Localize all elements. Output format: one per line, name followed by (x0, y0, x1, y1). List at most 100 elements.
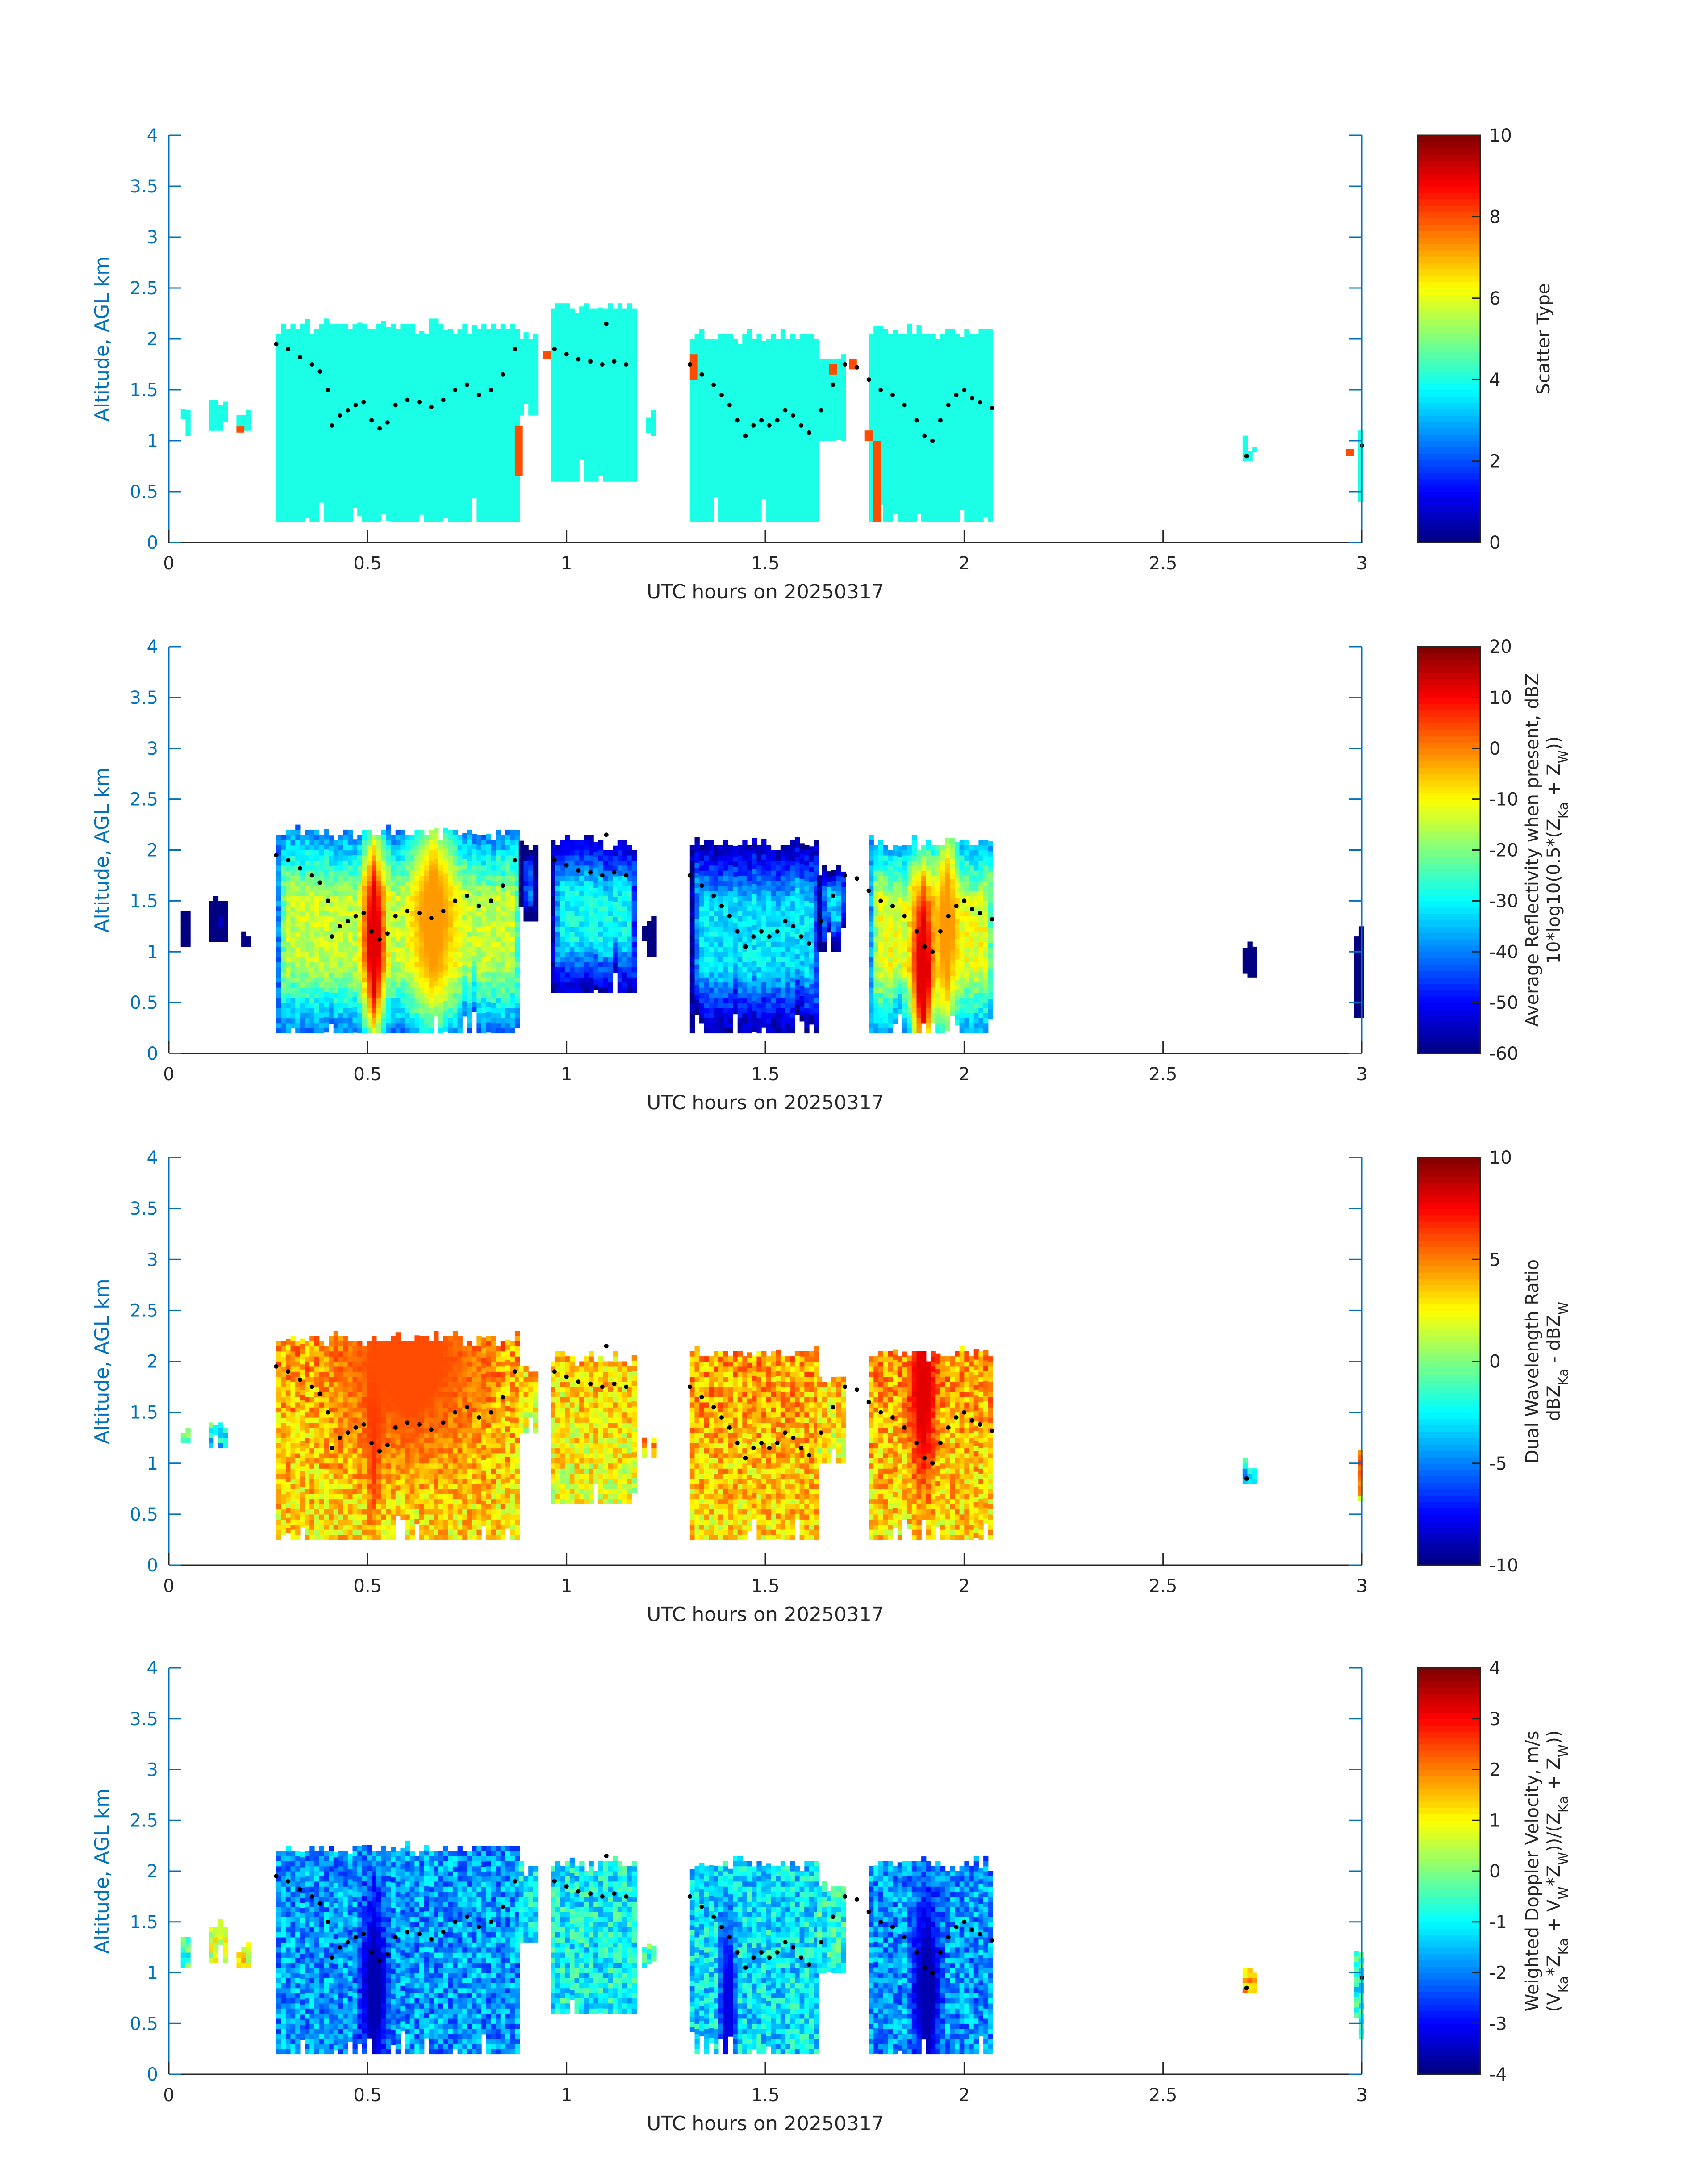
echo-cell (560, 329, 565, 334)
echo-cell (955, 492, 960, 497)
echo-cell (817, 369, 823, 375)
echo-cell (613, 380, 618, 385)
echo-cell (391, 492, 396, 497)
echo-cell (926, 380, 931, 385)
echo-cell (438, 435, 444, 441)
echo-cell (988, 384, 994, 390)
echo-cell (523, 383, 529, 389)
echo-cell (434, 323, 439, 329)
echo-cell (841, 390, 846, 395)
echo-cell (518, 344, 524, 350)
echo-cell (180, 941, 186, 947)
echo-cell (533, 369, 539, 375)
echo-cell (314, 451, 320, 456)
echo-cell (752, 395, 757, 401)
echo-cell (476, 451, 482, 456)
echo-cell (883, 466, 888, 472)
echo-cell (613, 410, 618, 416)
echo-cell (709, 492, 714, 497)
echo-cell (761, 483, 767, 489)
echo-cell (329, 486, 334, 492)
echo-cell (771, 349, 776, 355)
echo-cell (742, 476, 748, 482)
echo-cell (338, 446, 343, 451)
echo-cell (338, 471, 343, 477)
echo-cell (593, 405, 599, 411)
cloud-top-dot (369, 418, 374, 423)
echo-cell (400, 446, 405, 451)
echo-cell (841, 369, 846, 375)
echo-cell (381, 372, 386, 377)
echo-cell (281, 501, 286, 507)
colorbar-band (1418, 192, 1480, 200)
echo-cell (737, 517, 743, 522)
echo-cell (491, 339, 496, 344)
echo-cell (694, 410, 700, 416)
echo-cell (457, 354, 463, 360)
echo-cell (983, 369, 989, 375)
echo-cell (476, 354, 482, 360)
echo-cell (409, 354, 415, 360)
echo-cell (897, 400, 902, 405)
echo-cell (584, 395, 589, 401)
echo-cell (223, 906, 228, 911)
echo-cell (869, 461, 874, 467)
echo-cell (704, 420, 710, 426)
cloud-top-dot (759, 418, 764, 423)
echo-cell (381, 402, 386, 408)
echo-cell (718, 384, 724, 390)
echo-cell (276, 952, 281, 957)
echo-cell (329, 471, 334, 477)
echo-cell (551, 435, 556, 441)
echo-cell (560, 466, 565, 472)
echo-cell (988, 420, 994, 426)
echo-cell (955, 471, 960, 477)
echo-cell (598, 318, 604, 323)
echo-cell (500, 435, 506, 441)
echo-cell (462, 441, 468, 446)
echo-cell (400, 390, 405, 395)
x-tick-label: 0.5 (354, 553, 382, 574)
echo-cell (790, 446, 795, 451)
echo-cell (338, 456, 343, 462)
echo-cell (476, 481, 482, 487)
echo-cell (395, 507, 401, 513)
echo-cell (836, 384, 841, 389)
echo-cell (472, 391, 477, 397)
echo-cell (376, 461, 382, 467)
echo-cell (467, 456, 472, 462)
echo-cell (391, 359, 396, 365)
echo-cell (964, 446, 969, 451)
echo-cell (776, 384, 781, 390)
echo-cell (218, 916, 223, 922)
echo-cell (742, 405, 748, 411)
echo-cell (935, 339, 941, 344)
echo-cell (333, 492, 338, 497)
echo-cell (916, 462, 922, 468)
echo-cell (869, 507, 874, 513)
echo-cell (747, 435, 752, 441)
echo-cell (486, 339, 492, 344)
echo-cell (869, 501, 874, 507)
echo-cell (608, 329, 613, 334)
echo-cell (347, 374, 353, 380)
echo-cell (827, 395, 832, 401)
echo-cell (742, 501, 748, 507)
echo-cell (481, 405, 487, 411)
echo-cell (794, 405, 800, 411)
echo-cell (491, 430, 496, 436)
echo-cell (319, 451, 324, 457)
echo-cell (911, 349, 917, 355)
echo-cell (560, 334, 565, 339)
echo-cell (907, 384, 912, 390)
echo-cell (555, 405, 560, 411)
echo-cell (409, 497, 415, 502)
echo-cell (376, 466, 382, 472)
echo-cell (776, 466, 781, 472)
echo-cell (510, 380, 515, 385)
echo-cell (476, 446, 482, 451)
echo-cell (555, 359, 560, 365)
echo-cell (569, 471, 575, 477)
echo-cell (888, 420, 893, 426)
echo-cell (794, 384, 800, 390)
